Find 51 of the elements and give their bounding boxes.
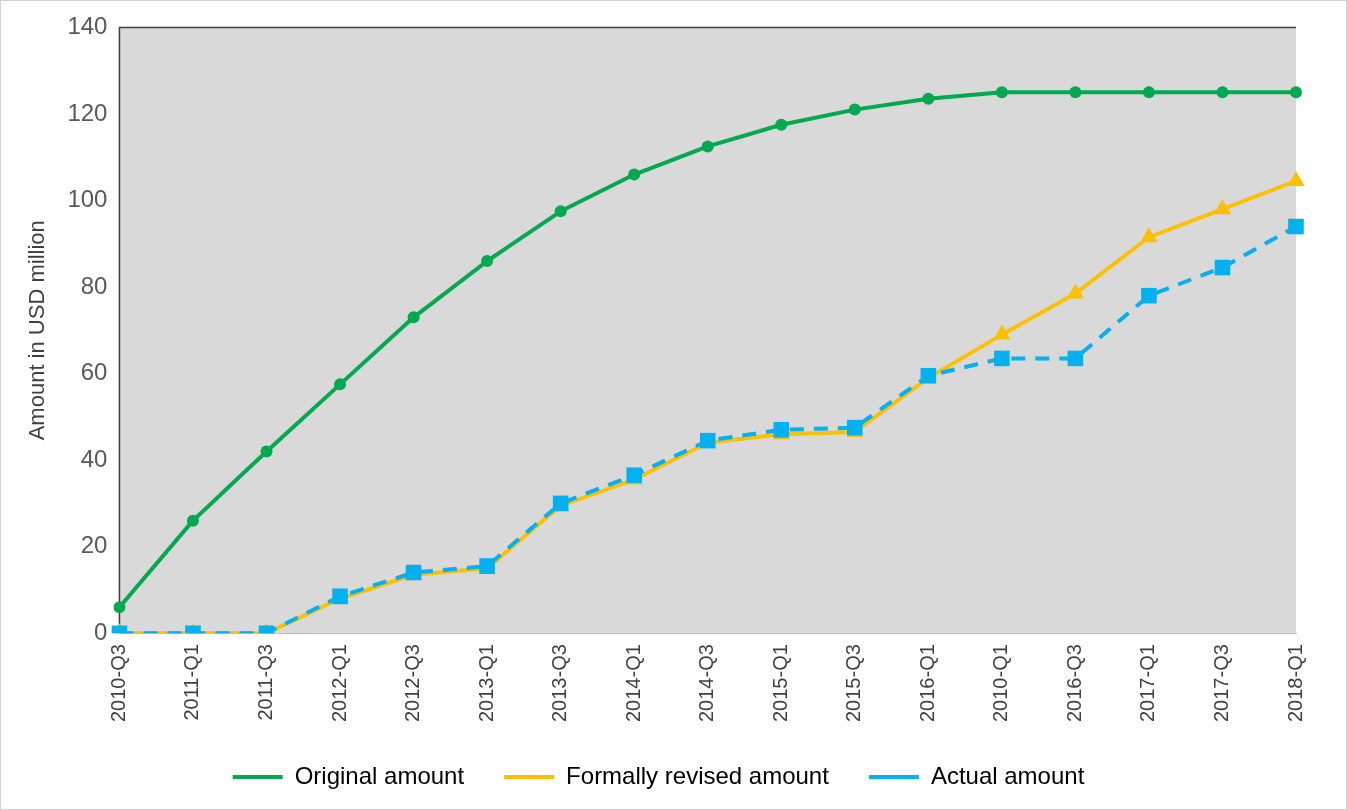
point — [260, 445, 273, 458]
point — [775, 118, 788, 131]
x-tick-label: 2014-Q3 — [695, 644, 718, 723]
x-tick-label: 2013-Q3 — [548, 644, 571, 723]
y-tick-label: 20 — [80, 531, 108, 559]
point — [1067, 350, 1084, 367]
point — [848, 103, 861, 116]
point — [701, 140, 714, 153]
y-tick-label: 0 — [94, 617, 108, 645]
point — [1288, 218, 1304, 235]
x-tick-label: 2012-Q3 — [401, 644, 424, 723]
legend-label: Formally revised amount — [566, 761, 830, 789]
point — [1141, 287, 1157, 304]
legend-label: Actual amount — [930, 761, 1085, 789]
point — [922, 92, 935, 105]
point — [186, 514, 199, 527]
y-tick-label: 40 — [80, 444, 108, 472]
point — [1290, 86, 1302, 99]
x-tick-label: 2012-Q1 — [327, 644, 350, 723]
point — [1069, 86, 1082, 99]
point — [481, 255, 494, 268]
point — [1142, 86, 1155, 99]
y-tick-label: 60 — [80, 358, 108, 386]
x-tick-label: 2010-Q3 — [106, 644, 129, 723]
x-tick-label: 2015-Q3 — [842, 644, 865, 723]
point — [1214, 259, 1231, 276]
y-tick-label: 100 — [67, 185, 108, 213]
x-tick-label: 2016-Q1 — [915, 644, 938, 723]
x-tick-label: 2017-Q1 — [1136, 644, 1159, 723]
x-tick-label: 2016-Q3 — [1062, 644, 1085, 723]
point — [407, 311, 420, 324]
point — [113, 601, 126, 614]
point — [334, 378, 347, 391]
point — [1216, 86, 1229, 99]
point — [994, 350, 1010, 367]
x-tick-label: 2013-Q1 — [474, 644, 497, 723]
x-tick-label: 2011-Q3 — [254, 644, 277, 721]
x-tick-label: 2018-Q1 — [1283, 644, 1306, 723]
point — [628, 168, 641, 181]
x-tick-label: 2017-Q3 — [1209, 644, 1232, 723]
point — [554, 205, 567, 218]
y-tick-label: 140 — [67, 12, 108, 40]
x-tick-label: 2015-Q1 — [768, 644, 791, 723]
y-tick-label: 120 — [67, 98, 108, 126]
x-tick-label: 2010-Q1 — [989, 644, 1012, 723]
x-tick-label: 2011-Q1 — [180, 644, 203, 721]
point — [995, 86, 1008, 99]
x-tick-label: 2014-Q1 — [621, 644, 644, 723]
legend-label: Original amount — [294, 761, 465, 789]
y-axis-title: Amount in USD million — [24, 220, 50, 441]
y-tick-label: 80 — [80, 271, 108, 299]
